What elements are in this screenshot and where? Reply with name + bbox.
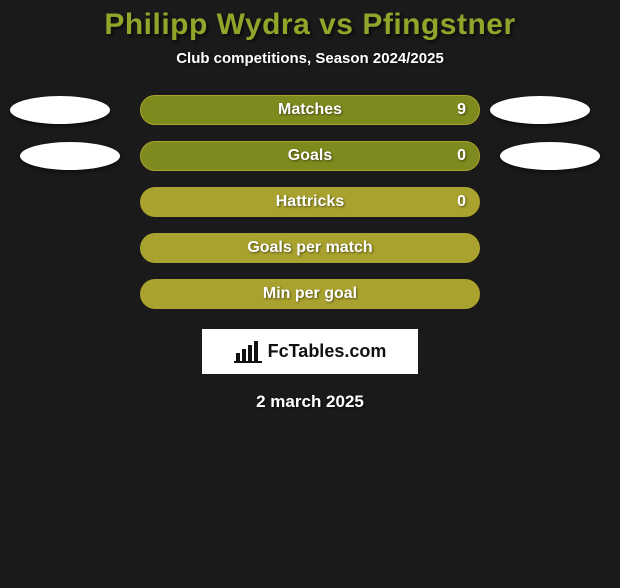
stat-row: Goals0 xyxy=(0,141,620,171)
stat-row: Matches9 xyxy=(0,95,620,125)
bar-track xyxy=(140,279,480,309)
date: 2 march 2025 xyxy=(0,392,620,412)
bar-right-fill xyxy=(141,96,479,124)
bar-track xyxy=(140,233,480,263)
bar-track xyxy=(140,141,480,171)
bar-track xyxy=(140,187,480,217)
player-ellipse xyxy=(490,96,590,124)
bar-chart-icon xyxy=(234,341,262,363)
stat-row: Goals per match xyxy=(0,233,620,263)
player-ellipse xyxy=(500,142,600,170)
logo: FcTables.com xyxy=(202,329,418,374)
comparison-bars: Matches9 Goals0 Hattricks0 Goals per match M… xyxy=(0,95,620,309)
stat-row: Hattricks0 xyxy=(0,187,620,217)
logo-text: FcTables.com xyxy=(268,341,387,362)
bar-right-fill xyxy=(141,142,479,170)
player-ellipse xyxy=(20,142,120,170)
stat-row: Min per goal xyxy=(0,279,620,309)
bar-track xyxy=(140,95,480,125)
page-title: Philipp Wydra vs Pfingstner xyxy=(0,8,620,42)
subtitle: Club competitions, Season 2024/2025 xyxy=(0,50,620,67)
player-ellipse xyxy=(10,96,110,124)
